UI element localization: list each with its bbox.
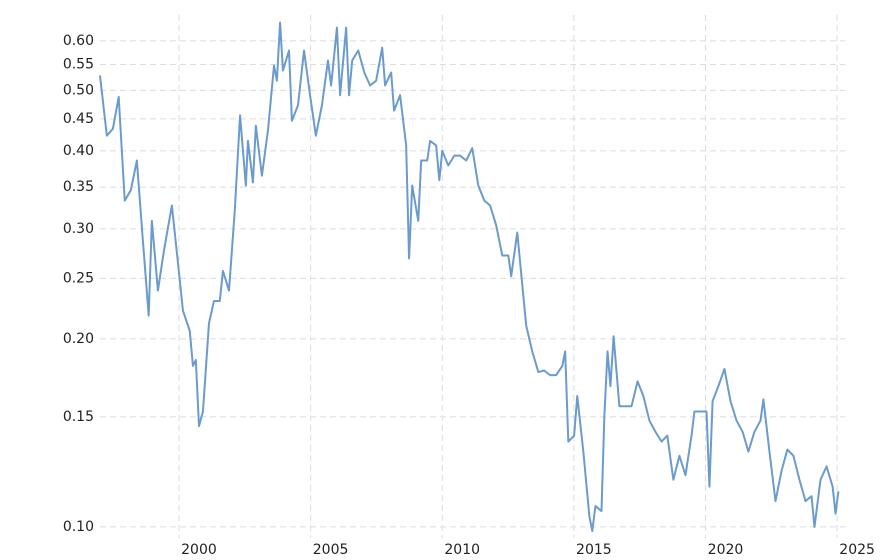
- y-tick-label: 0.25: [63, 270, 94, 286]
- y-tick-label: 0.10: [63, 519, 94, 535]
- y-tick-label: 0.35: [63, 179, 94, 195]
- x-tick-label: 2015: [576, 542, 612, 558]
- y-tick-label: 0.45: [63, 111, 94, 127]
- x-tick-label: 2000: [181, 542, 217, 558]
- y-tick-label: 0.50: [63, 82, 94, 98]
- x-tick-label: 2010: [444, 542, 480, 558]
- y-tick-label: 0.60: [63, 33, 94, 49]
- x-tick-label: 2020: [708, 542, 744, 558]
- y-tick-label: 0.30: [63, 221, 94, 237]
- line-series: [99, 21, 840, 533]
- y-tick-label: 0.15: [63, 409, 94, 425]
- y-tick-label: 0.40: [63, 143, 94, 159]
- x-tick-label: 2005: [313, 542, 349, 558]
- x-tick-label: 2025: [839, 542, 875, 558]
- y-tick-label: 0.55: [63, 56, 94, 72]
- y-tick-label: 0.20: [63, 331, 94, 347]
